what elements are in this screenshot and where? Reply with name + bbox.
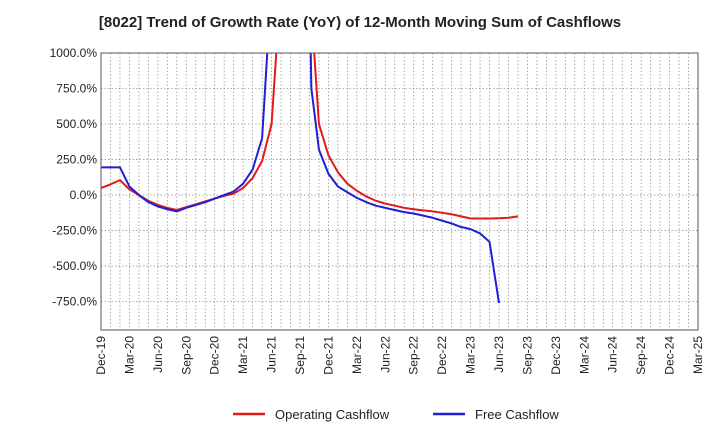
x-tick-label: Jun-22 — [378, 336, 392, 373]
x-tick-label: Sep-24 — [634, 336, 648, 375]
y-tick-label: -500.0% — [52, 259, 97, 273]
y-tick-label: 250.0% — [56, 153, 97, 167]
legend-label: Operating Cashflow — [275, 407, 390, 422]
x-tick-label: Mar-21 — [236, 336, 250, 374]
series-line-operating-cashflow — [101, 53, 519, 220]
x-tick-label: Jun-21 — [265, 336, 279, 373]
x-tick-label: Mar-23 — [464, 336, 478, 374]
x-tick-label: Dec-21 — [321, 336, 335, 375]
x-tick-label: Sep-21 — [293, 336, 307, 375]
chart-title: [8022] Trend of Growth Rate (YoY) of 12-… — [98, 14, 622, 31]
x-tick-label: Mar-24 — [577, 336, 591, 374]
x-tick-label: Jun-23 — [492, 336, 506, 373]
plot-background — [101, 53, 698, 330]
x-tick-label: Mar-22 — [350, 336, 364, 374]
y-tick-label: 0.0% — [70, 188, 98, 202]
x-tick-label: Sep-23 — [520, 336, 534, 375]
x-tick-label: Dec-24 — [663, 336, 677, 375]
x-tick-label: Jun-24 — [606, 336, 620, 373]
y-tick-label: 500.0% — [56, 117, 97, 131]
legend-label: Free Cashflow — [475, 407, 559, 422]
x-tick-label: Sep-22 — [407, 336, 421, 375]
x-tick-label: Jun-20 — [151, 336, 165, 373]
x-tick-label: Dec-22 — [435, 336, 449, 375]
plot-frame — [100, 52, 699, 331]
y-axis-ticks: 1000.0% 750.0% 500.0% 250.0% 0.0% -250.0% -500… — [50, 46, 98, 309]
series-layer — [101, 53, 519, 304]
x-tick-label: Dec-20 — [208, 336, 222, 375]
y-tick-label: 1000.0% — [50, 46, 98, 60]
x-axis-ticks: Dec-19 Mar-20 Jun-20 Sep-20 Dec-20 Mar-21 Jun-… — [94, 336, 705, 375]
x-tick-label: Sep-20 — [179, 336, 193, 375]
x-tick-label: Dec-19 — [94, 336, 108, 375]
y-tick-label: -750.0% — [52, 295, 97, 309]
y-tick-label: -250.0% — [52, 224, 97, 238]
x-tick-label: Mar-25 — [691, 336, 705, 374]
x-tick-label: Mar-20 — [122, 336, 136, 374]
y-tick-label: 750.0% — [56, 82, 97, 96]
legend: Operating Cashflow Free Cashflow — [233, 407, 559, 422]
x-tick-label: Dec-23 — [549, 336, 563, 375]
series-line-free-cashflow — [101, 53, 500, 304]
